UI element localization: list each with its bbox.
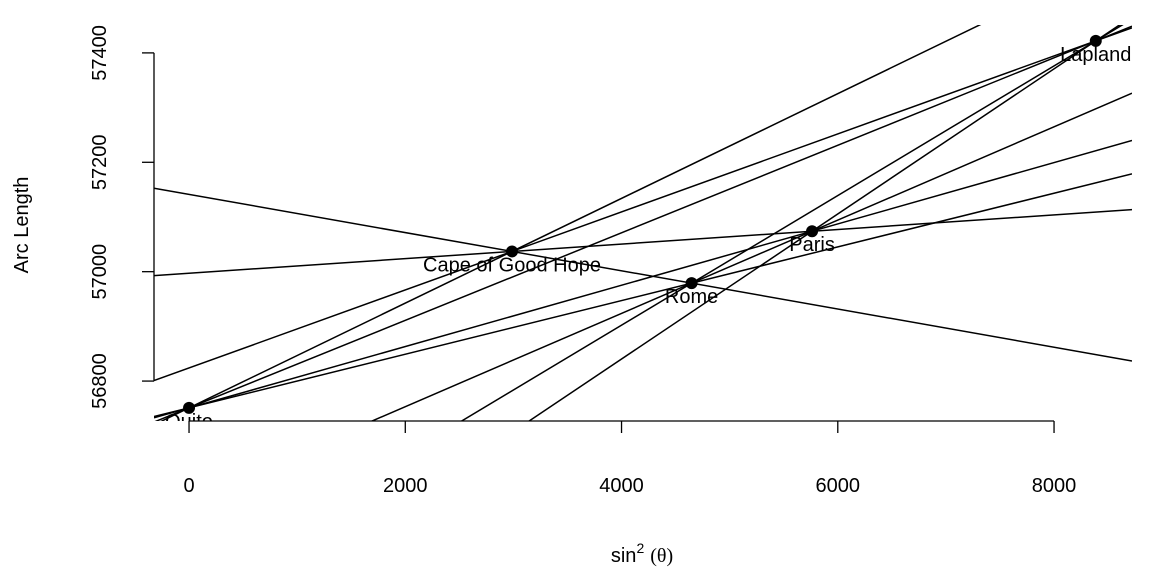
point-label: Lapland <box>1060 44 1131 66</box>
x-tick-label: 2000 <box>383 475 428 497</box>
y-tick-label: 56800 <box>89 353 111 409</box>
x-tick-label: 4000 <box>599 475 644 497</box>
point-label: Quito <box>165 411 213 433</box>
x-tick-label: 0 <box>183 475 194 497</box>
pair-line <box>154 187 1132 362</box>
y-axis-label: Arc Length <box>11 177 33 274</box>
x-label-sup: 2 <box>636 540 644 556</box>
point <box>1089 34 1102 47</box>
point <box>506 245 519 258</box>
pair-line <box>160 25 982 421</box>
x-axis-label: sin2 (θ) <box>611 540 673 567</box>
pair-line <box>154 25 1132 421</box>
point <box>183 401 196 414</box>
pair-line <box>154 173 1132 418</box>
x-tick-label: 6000 <box>816 475 861 497</box>
pair-line <box>154 27 1132 382</box>
x-label-base: sin <box>611 545 637 567</box>
y-tick-label: 57200 <box>89 134 111 190</box>
y-tick-label: 57400 <box>89 25 111 81</box>
x-tick-label: 8000 <box>1032 475 1077 497</box>
point-label: Cape of Good Hope <box>423 254 601 276</box>
point <box>685 277 698 290</box>
x-label-arg: (θ) <box>650 545 673 567</box>
y-tick-label: 57000 <box>89 244 111 300</box>
pair-line <box>460 25 1124 421</box>
pair-line <box>370 92 1132 421</box>
point-label: Paris <box>789 234 835 256</box>
plot-area: Quito Cape of Good Hope Rome Paris Lapland <box>154 25 1132 433</box>
point <box>806 225 819 238</box>
pair-line <box>154 139 1132 419</box>
pair-line <box>527 25 1121 421</box>
pair-line <box>154 208 1132 277</box>
point-label: Rome <box>665 286 718 308</box>
